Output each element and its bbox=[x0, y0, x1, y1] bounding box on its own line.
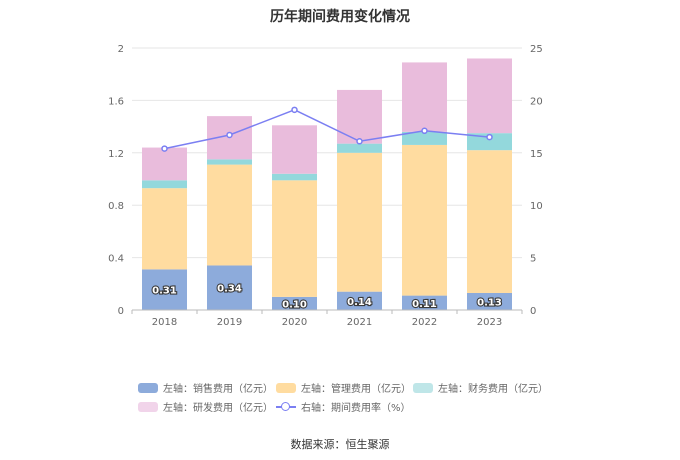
bar-sales bbox=[207, 265, 252, 310]
bar-rnd bbox=[467, 58, 512, 134]
rate-point bbox=[161, 145, 168, 152]
legend-label-admin: 左轴：管理费用（亿元） bbox=[301, 384, 411, 395]
bar-sales bbox=[402, 295, 447, 310]
right-tick-label: 20 bbox=[530, 96, 543, 107]
rate-point bbox=[291, 106, 298, 114]
bar-finance bbox=[207, 159, 252, 165]
chart-title: 历年期间费用变化情况 bbox=[270, 9, 410, 25]
legend-label-finance: 左轴：财务费用（亿元） bbox=[438, 384, 548, 395]
bar-admin bbox=[402, 144, 447, 296]
legend-swatch-sales bbox=[138, 382, 158, 393]
rate-point bbox=[421, 127, 428, 135]
legend-swatch-rate bbox=[276, 401, 296, 412]
right-tick-label: 10 bbox=[530, 201, 543, 212]
bar-finance bbox=[337, 143, 382, 153]
bar-rnd bbox=[402, 62, 447, 132]
left-tick-label: 0 bbox=[118, 306, 124, 317]
x-tick-label: 2018 bbox=[152, 317, 177, 328]
grid-lines bbox=[132, 47, 522, 259]
left-tick-label: 0.4 bbox=[108, 254, 124, 265]
data-label: 0.34 bbox=[217, 284, 242, 295]
bar-sales bbox=[467, 292, 512, 310]
rate-point bbox=[356, 138, 363, 145]
bar-sales bbox=[142, 269, 187, 310]
x-tick-label: 2019 bbox=[217, 317, 242, 328]
bar-group bbox=[142, 58, 512, 310]
data-label: 0.10 bbox=[282, 299, 307, 310]
left-tick-label: 2 bbox=[118, 44, 124, 55]
rate-line-group bbox=[161, 106, 493, 152]
legend-item-admin[interactable]: 左轴：管理费用（亿元） bbox=[276, 380, 411, 395]
bar-admin bbox=[467, 150, 512, 293]
legend-swatch-admin bbox=[276, 382, 296, 393]
right-tick-label: 25 bbox=[530, 44, 543, 55]
legend-item-finance[interactable]: 左轴：财务费用（亿元） bbox=[413, 380, 548, 395]
x-tick-label: 2020 bbox=[282, 317, 307, 328]
rate-point bbox=[226, 131, 233, 139]
data-label: 0.13 bbox=[477, 297, 502, 308]
bar-admin bbox=[142, 188, 187, 270]
data-label: 0.31 bbox=[152, 286, 177, 297]
bar-rnd bbox=[272, 125, 317, 174]
bar-finance bbox=[272, 173, 317, 181]
bar-admin bbox=[207, 164, 252, 266]
x-tick-label: 2023 bbox=[477, 317, 502, 328]
right-tick-label: 5 bbox=[530, 254, 536, 265]
bar-admin bbox=[337, 152, 382, 292]
x-tick-label: 2021 bbox=[347, 317, 372, 328]
legend-label-rnd: 左轴：研发费用（亿元） bbox=[163, 403, 273, 414]
data-label: 0.14 bbox=[347, 297, 372, 308]
legend-item-sales[interactable]: 左轴：销售费用（亿元） bbox=[138, 380, 273, 395]
bar-finance bbox=[142, 180, 187, 189]
legend-swatch-rnd bbox=[138, 401, 158, 412]
bar-admin bbox=[272, 180, 317, 297]
legend-swatch-finance bbox=[413, 382, 433, 393]
legend-label-sales: 左轴：销售费用（亿元） bbox=[163, 384, 273, 395]
rate-line bbox=[164, 109, 490, 150]
bar-sales bbox=[337, 291, 382, 310]
data-label-group: 0.31 0.34 0.10 0.14 0.11 0.13 bbox=[151, 283, 503, 312]
left-tick-label: 0.8 bbox=[108, 201, 124, 212]
bar-finance bbox=[402, 131, 447, 145]
legend-item-rate[interactable]: 右轴：期间费用率（%） bbox=[276, 399, 411, 414]
bar-rnd bbox=[337, 89, 382, 144]
right-tick-label: 0 bbox=[530, 306, 536, 317]
rate-point bbox=[486, 133, 493, 141]
x-tick-label: 2022 bbox=[412, 317, 437, 328]
legend-label-rate: 右轴：期间费用率（%） bbox=[301, 403, 411, 414]
bar-finance bbox=[467, 133, 512, 151]
data-label: 0.11 bbox=[412, 299, 437, 310]
legend-item-rnd[interactable]: 左轴：研发费用（亿元） bbox=[138, 399, 273, 414]
bar-sales bbox=[272, 296, 317, 310]
right-tick-label: 15 bbox=[530, 149, 543, 160]
data-source: 数据来源：恒生聚源 bbox=[290, 438, 390, 451]
left-tick-label: 1.2 bbox=[108, 149, 124, 160]
left-tick-label: 1.6 bbox=[108, 96, 124, 107]
bar-rnd bbox=[142, 147, 187, 181]
